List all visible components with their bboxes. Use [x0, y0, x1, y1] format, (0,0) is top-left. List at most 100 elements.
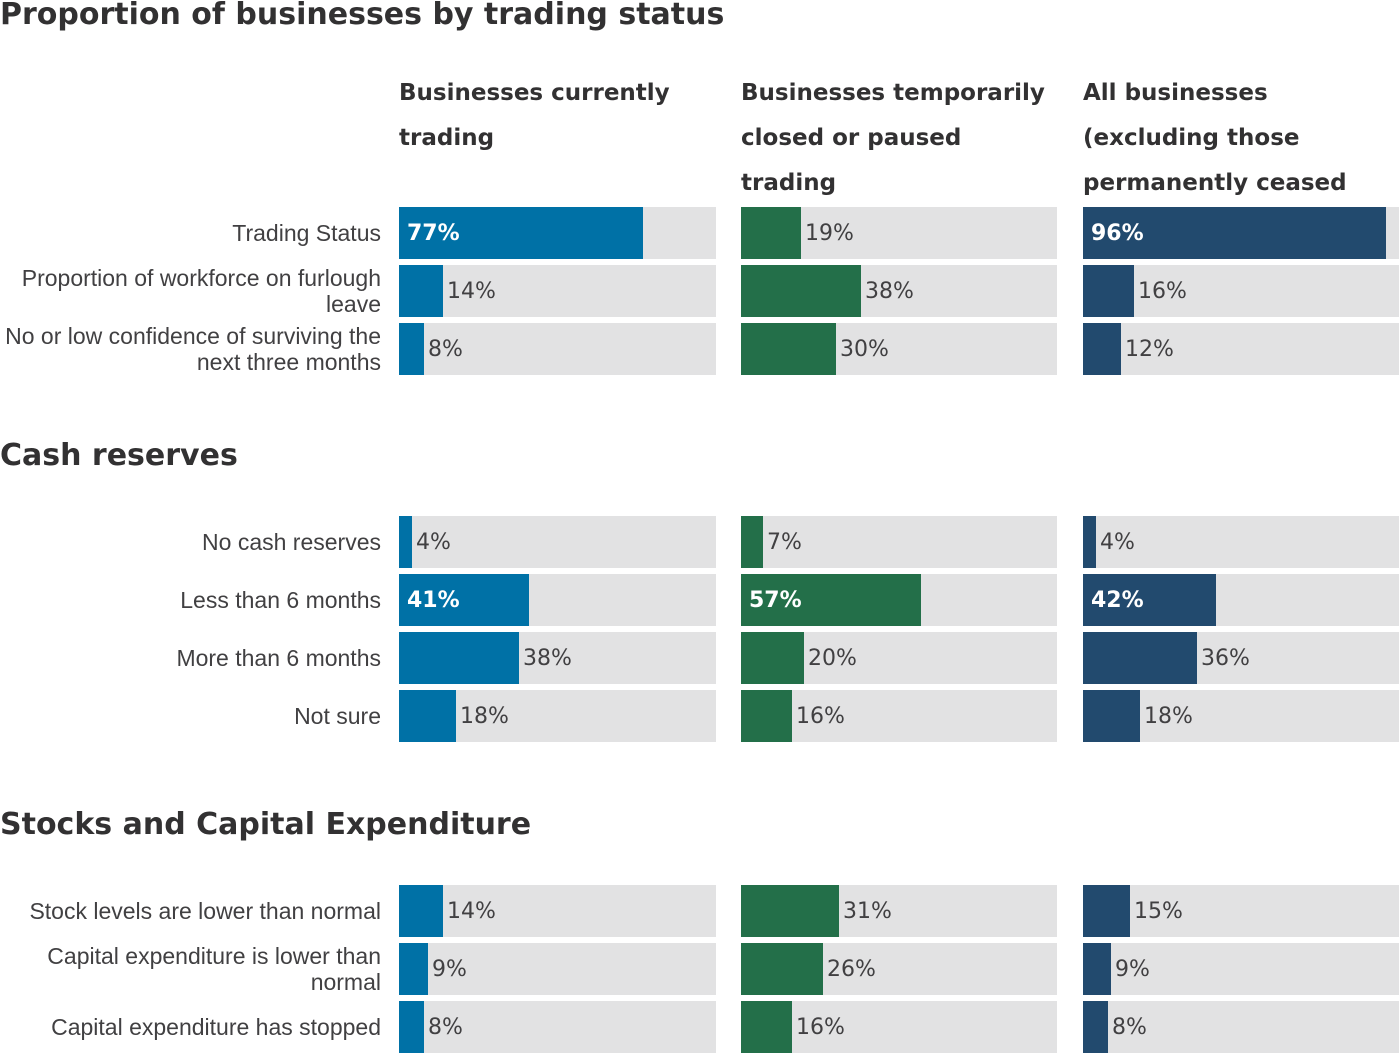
bar-track: 38% [399, 632, 716, 684]
bar-value-label: 42% [1091, 587, 1144, 613]
bar-value-label: 4% [1100, 529, 1135, 555]
bar-track: 26% [741, 943, 1057, 995]
row-label: Capital expenditure has stopped [51, 1014, 381, 1040]
bar-value-label: 41% [407, 587, 460, 613]
bar [399, 632, 519, 684]
bar-track: 18% [1083, 690, 1399, 742]
bar-track: 4% [1083, 516, 1399, 568]
bar [741, 516, 763, 568]
section-title: Cash reserves [0, 438, 238, 473]
bar [741, 690, 792, 742]
bar-value-label: 26% [827, 956, 876, 982]
row-label: Stock levels are lower than normal [29, 898, 381, 924]
bar-track: 16% [1083, 265, 1399, 317]
column-header-paused: Businesses temporarily closed or paused … [741, 80, 1045, 196]
bar [1083, 690, 1140, 742]
bar-track: 41% [399, 574, 716, 626]
bar-track: 77% [399, 207, 716, 259]
bar-track: 38% [741, 265, 1057, 317]
bar-value-label: 14% [447, 898, 496, 924]
bar-value-label: 31% [843, 898, 892, 924]
bar-value-label: 19% [805, 220, 854, 246]
row-label: No or low confidence of surviving the ne… [5, 323, 381, 375]
bar-track: 20% [741, 632, 1057, 684]
bar [741, 574, 921, 626]
bar-track: 12% [1083, 323, 1399, 375]
bar [1083, 207, 1386, 259]
bar-track: 14% [399, 885, 716, 937]
bar-value-label: 38% [865, 278, 914, 304]
bar [1083, 574, 1216, 626]
bar-track: 96% [1083, 207, 1399, 259]
bar [1083, 943, 1111, 995]
bar-value-label: 8% [428, 1014, 463, 1040]
bar-track: 16% [741, 1001, 1057, 1053]
bar [399, 690, 456, 742]
bar [399, 516, 412, 568]
bar-value-label: 36% [1201, 645, 1250, 671]
bar-value-label: 38% [523, 645, 572, 671]
bar-track: 19% [741, 207, 1057, 259]
bar-track: 18% [399, 690, 716, 742]
bar [1083, 632, 1197, 684]
bar-track: 8% [399, 1001, 716, 1053]
bar [741, 632, 804, 684]
bar-value-label: 16% [1138, 278, 1187, 304]
row-label: Not sure [294, 703, 381, 729]
bar [741, 207, 801, 259]
bar [399, 885, 443, 937]
section-title: Stocks and Capital Expenditure [0, 807, 532, 842]
section-title: Proportion of businesses by trading stat… [0, 0, 725, 32]
bar [399, 207, 643, 259]
bar [741, 1001, 792, 1053]
bar-track: 57% [741, 574, 1057, 626]
row-label: Less than 6 months [180, 587, 381, 613]
bar-value-label: 16% [796, 703, 845, 729]
bar-value-label: 8% [1112, 1014, 1147, 1040]
bar-track: 9% [399, 943, 716, 995]
bar [399, 574, 529, 626]
row-label: No cash reserves [202, 529, 381, 555]
bar-value-label: 14% [447, 278, 496, 304]
bar-value-label: 57% [749, 587, 802, 613]
bar-track: 9% [1083, 943, 1399, 995]
bar [741, 885, 839, 937]
bar [1083, 265, 1134, 317]
bar-value-label: 15% [1134, 898, 1183, 924]
bar-value-label: 9% [1115, 956, 1150, 982]
bar [399, 323, 424, 375]
bar-track: 14% [399, 265, 716, 317]
bar-track: 8% [399, 323, 716, 375]
bar-track: 31% [741, 885, 1057, 937]
bar [399, 1001, 424, 1053]
bar [741, 943, 823, 995]
bar-value-label: 7% [767, 529, 802, 555]
bar [1083, 1001, 1108, 1053]
bar [1083, 516, 1096, 568]
bar-track: 42% [1083, 574, 1399, 626]
bar [1083, 885, 1130, 937]
bar-track: 16% [741, 690, 1057, 742]
bar [741, 323, 836, 375]
bar-value-label: 12% [1125, 336, 1174, 362]
bar-value-label: 8% [428, 336, 463, 362]
bar [399, 943, 428, 995]
bar-value-label: 30% [840, 336, 889, 362]
bar-value-label: 4% [416, 529, 451, 555]
bar-value-label: 18% [1144, 703, 1193, 729]
bar-track: 30% [741, 323, 1057, 375]
bar-track: 4% [399, 516, 716, 568]
bar [741, 265, 861, 317]
column-header-trading: Businesses currently trading [399, 80, 670, 151]
bar [399, 265, 443, 317]
bar-track: 36% [1083, 632, 1399, 684]
row-label: Capital expenditure is lower than normal [47, 943, 381, 995]
bar-track: 8% [1083, 1001, 1399, 1053]
bar-value-label: 18% [460, 703, 509, 729]
bar-track: 15% [1083, 885, 1399, 937]
bar-value-label: 96% [1091, 220, 1144, 246]
row-label: More than 6 months [176, 645, 381, 671]
bar-value-label: 9% [432, 956, 467, 982]
row-label: Proportion of workforce on furlough leav… [21, 265, 381, 317]
bar-track: 7% [741, 516, 1057, 568]
